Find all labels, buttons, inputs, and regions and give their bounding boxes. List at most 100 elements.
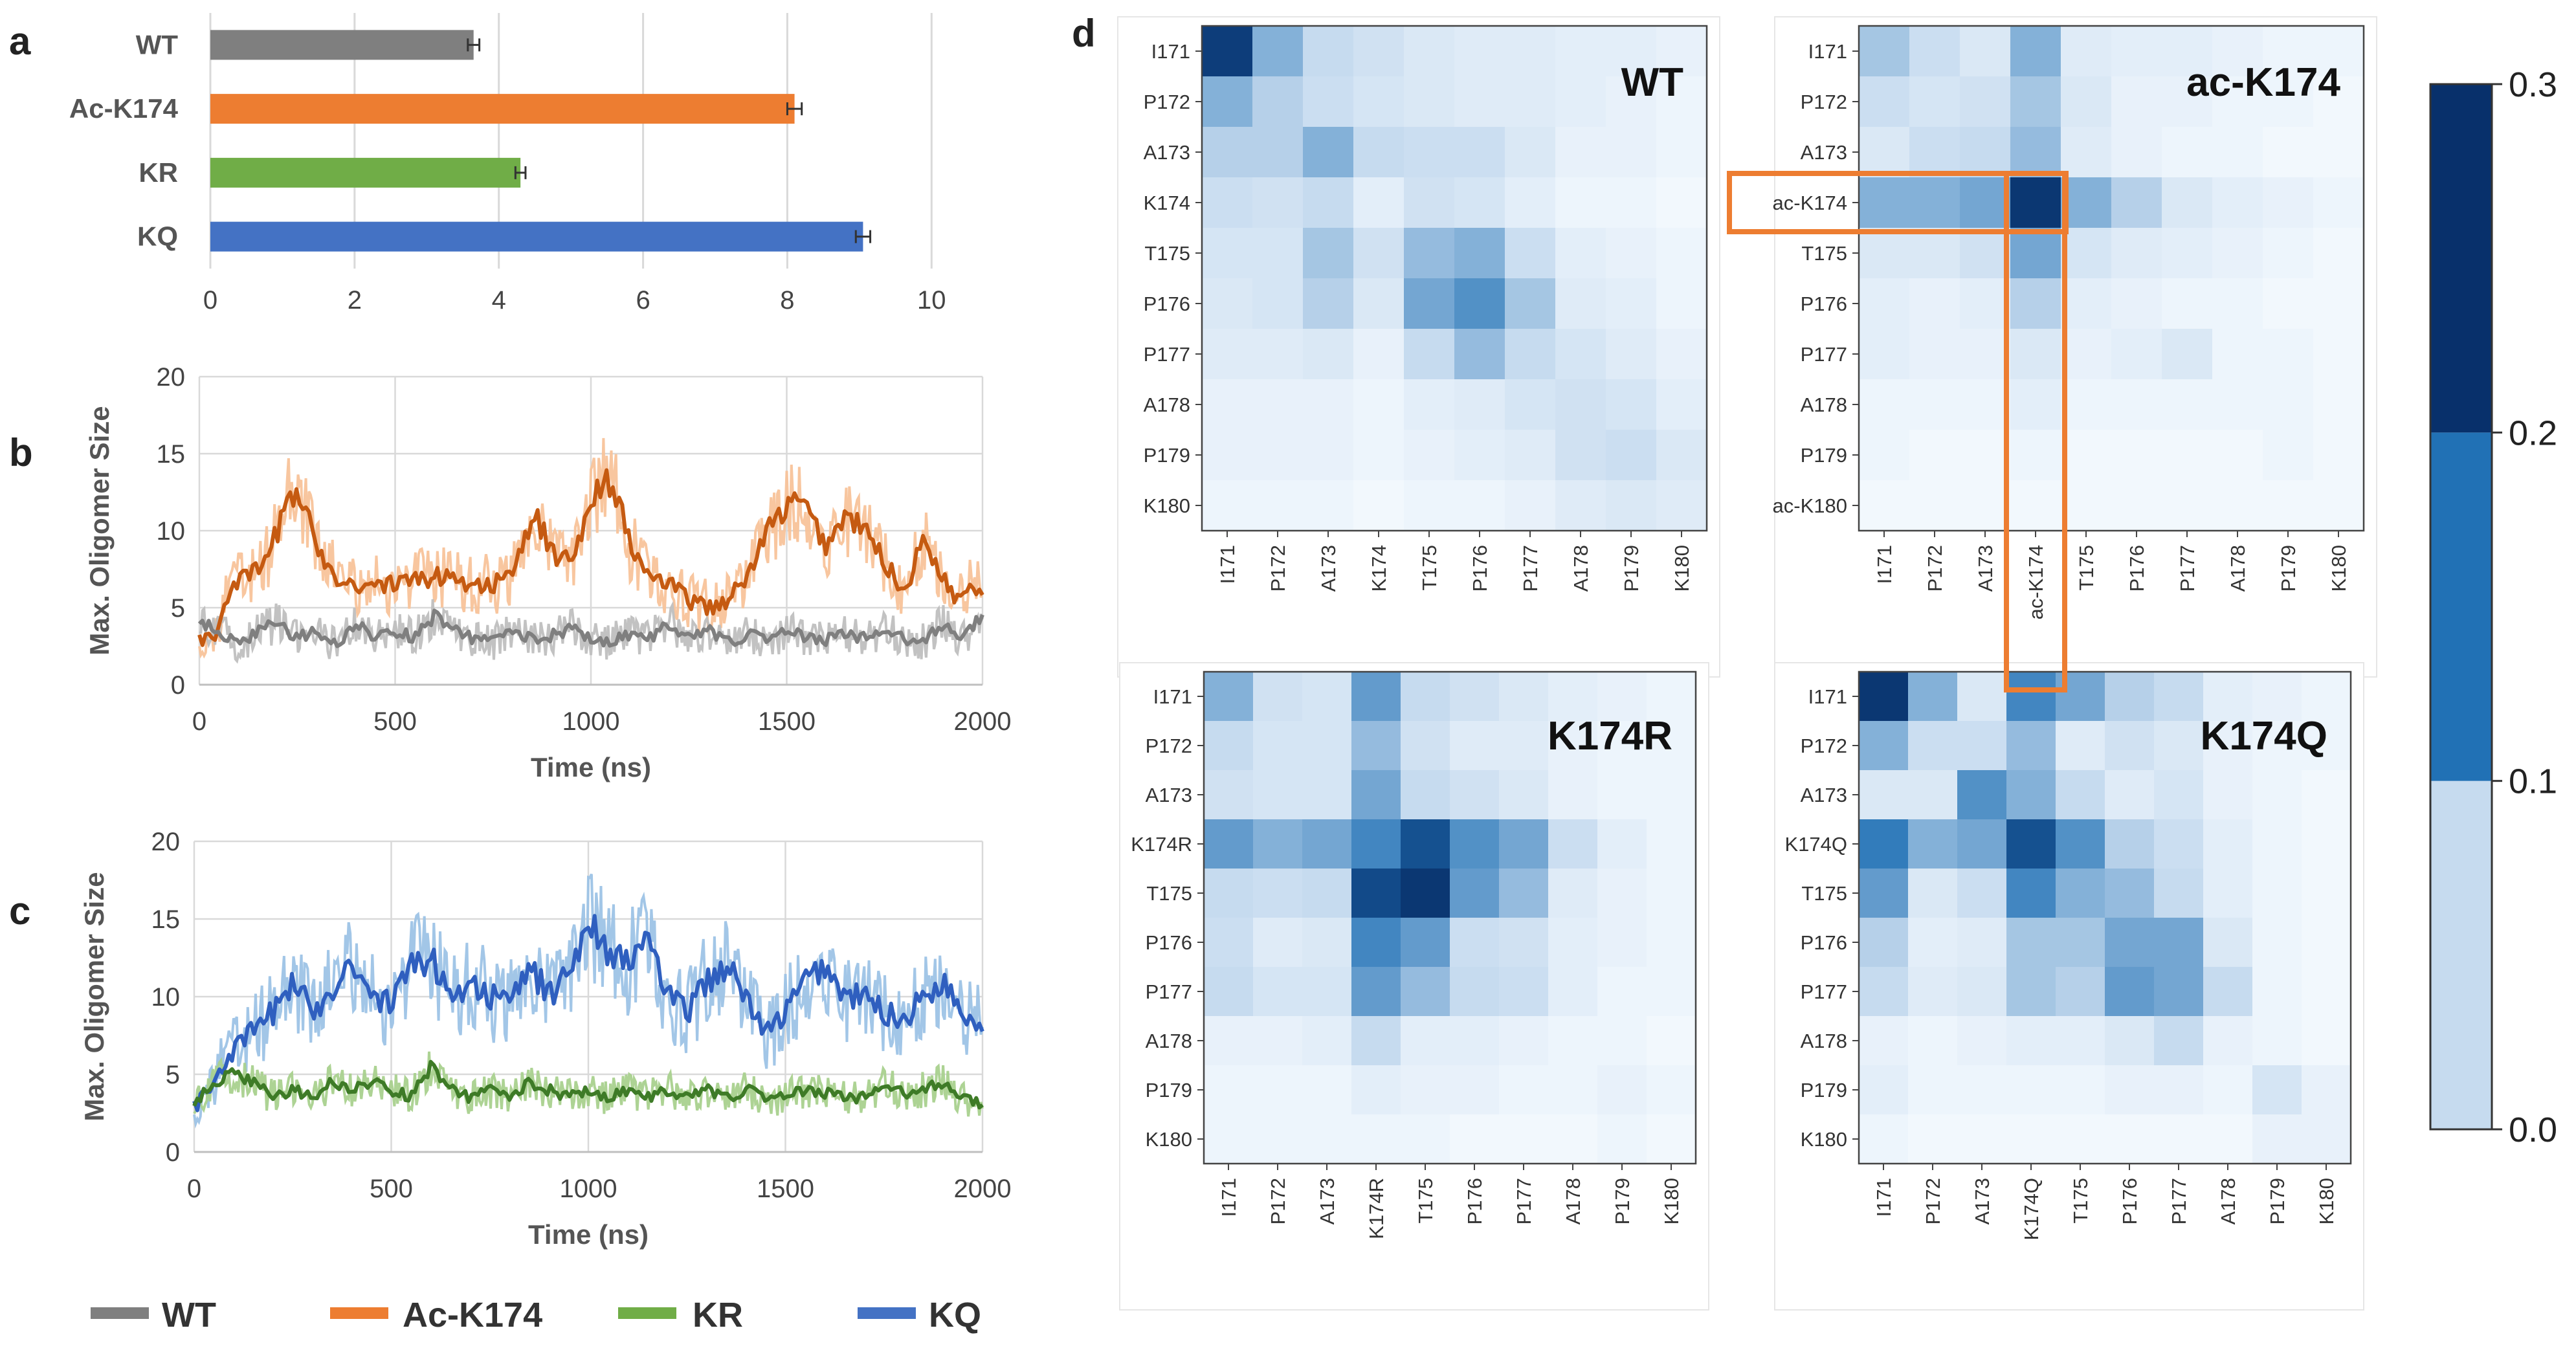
heatmap-wt-cell-8-8 — [1606, 430, 1657, 481]
heatmap-wt-cell-3-2 — [1303, 177, 1354, 228]
heatmap-k174r-cell-0-7 — [1548, 672, 1598, 722]
heatmap-k174q-cell-7-9 — [2302, 1016, 2351, 1066]
heatmap-k174r-row-label-0: I171 — [1153, 685, 1192, 708]
heatmap-wt-cell-6-3 — [1353, 329, 1405, 380]
heatmap-k174r-row-label-1: P172 — [1146, 735, 1192, 757]
heatmap-wt-cell-7-5 — [1454, 379, 1505, 430]
heatmap-wt-cell-4-4 — [1404, 228, 1455, 279]
heatmap-wt-cell-8-1 — [1252, 430, 1304, 481]
heatmap-wt-cell-5-2 — [1303, 278, 1354, 329]
heatmap-ac-k174-cell-2-3 — [2010, 127, 2061, 178]
heatmap-k174q-row-label-7: A178 — [1801, 1030, 1847, 1052]
heatmap-k174q-cell-1-8 — [2252, 721, 2302, 771]
panel-b-x-tick-label-2: 1000 — [562, 707, 620, 736]
heatmap-k174r-cell-1-3 — [1351, 721, 1401, 771]
heatmap-ac-k174-cell-5-0 — [1859, 278, 1910, 329]
heatmap-ac-k174-cell-9-5 — [2111, 480, 2162, 531]
heatmap-k174q-cell-5-5 — [2105, 918, 2155, 968]
heatmap-ac-k174-cell-9-9 — [2313, 480, 2364, 531]
heatmap-k174r-cell-0-1 — [1253, 672, 1303, 722]
heatmap-k174r-cell-2-4 — [1401, 770, 1450, 820]
heatmap-wt-col-label-2: A173 — [1317, 545, 1340, 592]
heatmap-ac-k174-cell-0-1 — [1909, 26, 1960, 77]
panel-c-x-tick-label-2: 1000 — [560, 1175, 617, 1203]
heatmap-k174r-cell-6-0 — [1204, 967, 1254, 1017]
heatmap-k174q-cell-6-7 — [2203, 967, 2253, 1017]
colorbar-tick-label-0: 0.0 — [2509, 1111, 2557, 1149]
heatmap-wt-cell-9-8 — [1606, 480, 1657, 531]
heatmap-k174r-cell-8-5 — [1450, 1065, 1500, 1115]
heatmap-wt-title: WT — [1621, 60, 1684, 105]
heatmap-wt-cell-2-0 — [1202, 127, 1253, 178]
heatmap-wt-cell-9-1 — [1252, 480, 1304, 531]
panel-b-y-tick-label-0: 0 — [171, 671, 185, 700]
heatmap-ac-k174-cell-6-4 — [2061, 329, 2112, 380]
heatmap-k174r-cell-3-7 — [1548, 819, 1598, 869]
heatmap-k174r-cell-7-4 — [1401, 1016, 1450, 1066]
heatmap-k174r-cell-6-8 — [1597, 967, 1647, 1017]
heatmap-ac-k174-cell-4-0 — [1859, 228, 1910, 279]
heatmap-ac-k174-cell-2-2 — [1960, 127, 2011, 178]
heatmap-wt-cell-4-0 — [1202, 228, 1253, 279]
heatmap-k174q-cell-7-7 — [2203, 1016, 2253, 1066]
heatmap-k174r-cell-1-0 — [1204, 721, 1254, 771]
colorbar-band-1 — [2430, 432, 2492, 781]
heatmap-k174r-border — [1203, 670, 1697, 1165]
heatmap-k174r-cell-2-6 — [1499, 770, 1549, 820]
heatmap-wt-cell-9-3 — [1353, 480, 1405, 531]
panel-c-series-line-kq — [192, 914, 984, 1112]
heatmap-k174q-cell-6-3 — [2006, 967, 2056, 1017]
heatmap-k174q-col-label-9: K180 — [2315, 1178, 2338, 1224]
heatmap-k174q-cell-3-0 — [1859, 819, 1909, 869]
legend-label-wt: WT — [162, 1296, 216, 1334]
legend-label-kq: KQ — [929, 1296, 981, 1334]
heatmap-ac-k174-cell-3-6 — [2162, 177, 2213, 228]
heatmap-ac-k174-border — [1858, 25, 2365, 532]
heatmap-k174q-cell-9-7 — [2203, 1114, 2253, 1164]
heatmap-k174q-cell-0-9 — [2302, 672, 2351, 722]
heatmap-ac-k174-col-label-7: A178 — [2226, 545, 2249, 592]
heatmap-ac-k174-cell-2-4 — [2061, 127, 2112, 178]
heatmap-wt-cell-3-1 — [1252, 177, 1304, 228]
y-tick-label-ac-k174: Ac-K174 — [69, 93, 179, 124]
heatmap-k174q-row-label-4: T175 — [1801, 882, 1847, 905]
heatmap-k174q-cell-0-3 — [2006, 672, 2056, 722]
heatmap-k174r-cell-2-3 — [1351, 770, 1401, 820]
heatmap-wt-row-label-9: K180 — [1144, 494, 1190, 517]
heatmap-k174r-row-label-3: K174R — [1131, 833, 1192, 856]
heatmap-k174r-cell-8-3 — [1351, 1065, 1401, 1115]
heatmap-ac-k174-cell-8-7 — [2212, 430, 2263, 481]
heatmap-ac-k174-row-label-5: P176 — [1801, 293, 1847, 315]
heatmap-k174q-cell-5-7 — [2203, 918, 2253, 968]
heatmap-k174r: I171 P172 A173 K174R T175 P176 P177 A178 P179 K18… — [1119, 662, 1709, 1311]
heatmap-k174q-cell-9-5 — [2105, 1114, 2155, 1164]
colorbar-tick-label-1: 0.1 — [2509, 762, 2557, 801]
heatmap-wt-cell-8-0 — [1202, 430, 1253, 481]
heatmap-k174q-cell-3-5 — [2105, 819, 2155, 869]
heatmap-k174q-cell-9-8 — [2252, 1114, 2302, 1164]
heatmap-wt-cell-6-0 — [1202, 329, 1253, 380]
heatmap-wt-cell-5-9 — [1656, 278, 1707, 329]
heatmap-ac-k174-title: ac-K174 — [2186, 60, 2340, 105]
heatmap-k174r-cell-4-6 — [1499, 869, 1549, 918]
highlight-column-ac-k174 — [2004, 171, 2067, 692]
heatmap-wt-cell-8-6 — [1505, 430, 1556, 481]
panel-b-x-axis-title: Time (ns) — [531, 752, 651, 782]
heatmap-k174r-row-label-7: A178 — [1146, 1030, 1192, 1052]
heatmap-k174q-col-label-8: P179 — [2266, 1178, 2289, 1224]
heatmap-ac-k174-cell-8-9 — [2313, 430, 2364, 481]
heatmap-wt-cell-7-9 — [1656, 379, 1707, 430]
y-tick-label-kq: KQ — [137, 221, 178, 252]
heatmap-k174q-row-label-1: P172 — [1801, 735, 1847, 757]
heatmap-k174r-cell-9-2 — [1302, 1114, 1352, 1164]
heatmap-wt-cell-0-0 — [1202, 26, 1253, 77]
heatmap-ac-k174-cell-6-2 — [1960, 329, 2011, 380]
heatmap-ac-k174-cell-7-6 — [2162, 379, 2213, 430]
heatmap-ac-k174-cell-4-1 — [1909, 228, 1960, 279]
heatmap-ac-k174-cell-9-1 — [1909, 480, 1960, 531]
heatmap-k174r-col-label-7: A178 — [1562, 1178, 1584, 1224]
heatmap-wt-row-label-1: P172 — [1144, 91, 1190, 113]
heatmap-k174r-cell-1-1 — [1253, 721, 1303, 771]
heatmap-wt-cell-5-6 — [1505, 278, 1556, 329]
colorbar-border — [2429, 83, 2493, 1131]
